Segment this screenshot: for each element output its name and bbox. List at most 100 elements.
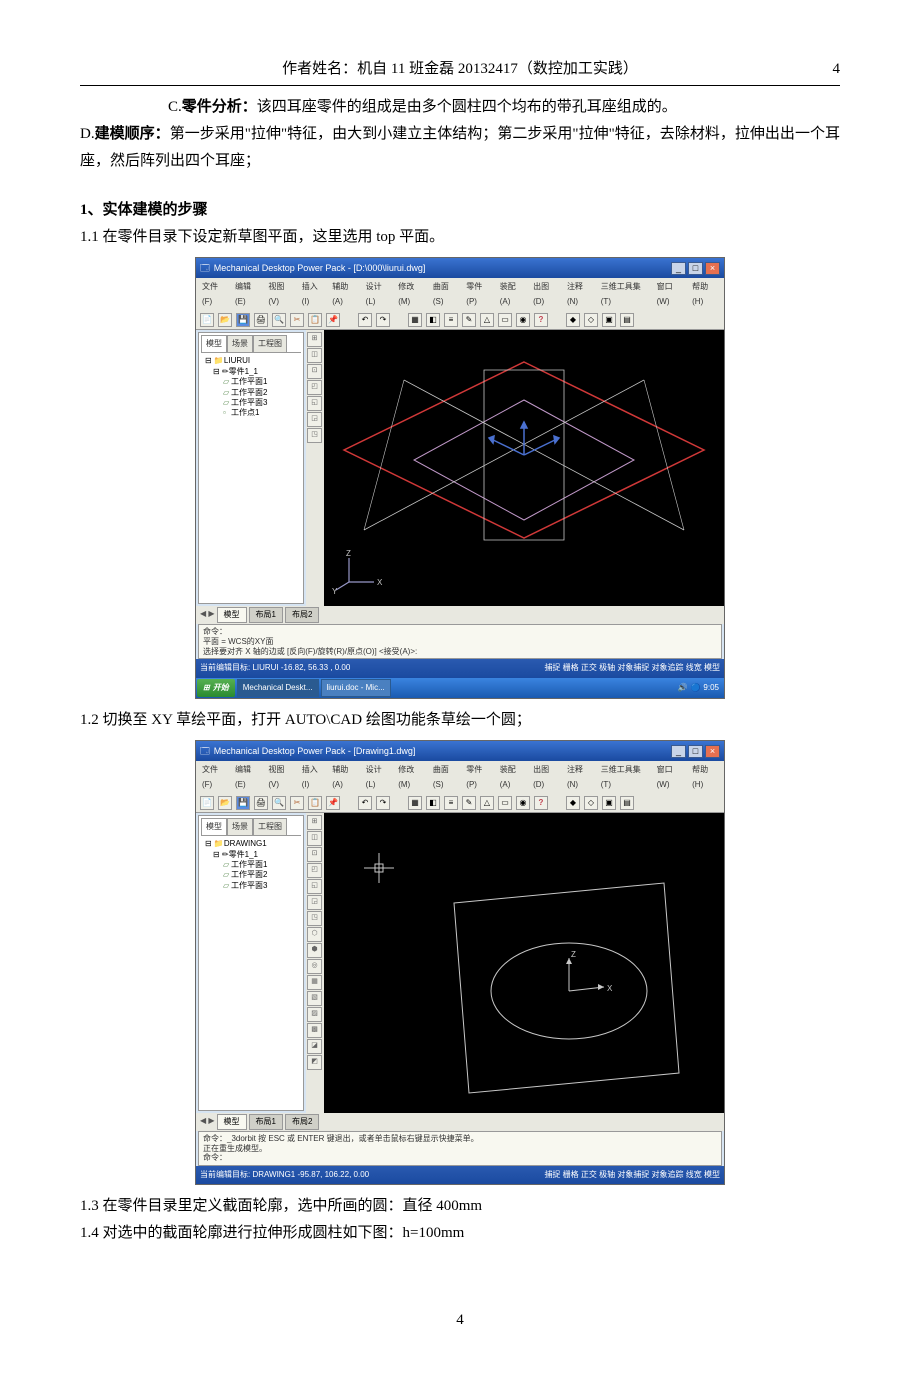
menu-item[interactable]: 修改(M) [398,763,425,792]
preview-icon[interactable]: 🔍 [272,313,286,327]
tool-icon[interactable]: ≡ [444,313,458,327]
vtool-icon[interactable]: ⊡ [307,364,322,379]
redo-icon[interactable]: ↷ [376,313,390,327]
layout-tab[interactable]: 模型 [217,1114,247,1130]
menu-item[interactable]: 出图(D) [533,763,559,792]
print-icon[interactable]: 🖨 [254,313,268,327]
vtool-icon[interactable]: ◫ [307,348,322,363]
paste-icon[interactable]: 📌 [326,796,340,810]
tool-icon[interactable]: ◧ [426,796,440,810]
cut-icon[interactable]: ✂ [290,796,304,810]
tree-leaf[interactable]: ▱工作平面3 [201,881,301,891]
tree-leaf[interactable]: ▱工作平面1 [201,860,301,870]
tool-icon[interactable]: ▦ [408,313,422,327]
tray-icon[interactable]: 🔊 [677,681,687,695]
vtool-icon[interactable]: ▩ [307,1023,322,1038]
layout-tab[interactable]: 布局2 [285,1114,319,1130]
vtool-icon[interactable]: ◱ [307,879,322,894]
vtool-icon[interactable]: ▦ [307,975,322,990]
menu-item[interactable]: 窗口(W) [657,280,685,309]
new-icon[interactable]: 📄 [200,313,214,327]
menu-item[interactable]: 辅助(A) [332,763,357,792]
menu-item[interactable]: 出图(D) [533,280,559,309]
menu-item[interactable]: 装配(A) [500,280,525,309]
layout-tab[interactable]: 布局2 [285,607,319,623]
vtool-icon[interactable]: ⊡ [307,847,322,862]
tool-icon[interactable]: ≡ [444,796,458,810]
status-flags[interactable]: 捕捉 栅格 正交 极轴 对象捕捉 对象追踪 线宽 模型 [544,661,720,675]
tool-icon[interactable]: ▭ [498,313,512,327]
redo-icon[interactable]: ↷ [376,796,390,810]
menu-item[interactable]: 辅助(A) [332,280,357,309]
save-icon[interactable]: 💾 [236,796,250,810]
menu-item[interactable]: 设计(L) [366,763,391,792]
canvas-2[interactable]: X Z [324,813,724,1113]
tool-icon[interactable]: ▣ [602,313,616,327]
tool-icon[interactable]: ▭ [498,796,512,810]
menu-item[interactable]: 注释(N) [567,763,593,792]
vtool-icon[interactable]: ◎ [307,959,322,974]
menu-item[interactable]: 文件(F) [202,280,227,309]
tree-root[interactable]: ⊟ 📁LIURUI [201,356,301,366]
menu-item[interactable]: 文件(F) [202,763,227,792]
open-icon[interactable]: 📂 [218,313,232,327]
tool-icon[interactable]: ✎ [462,796,476,810]
tool-icon[interactable]: ▤ [620,796,634,810]
menu-item[interactable]: 插入(I) [302,763,324,792]
status-flags[interactable]: 捕捉 栅格 正交 极轴 对象捕捉 对象追踪 线宽 模型 [544,1168,720,1182]
paste-icon[interactable]: 📌 [326,313,340,327]
tool-icon[interactable]: ▣ [602,796,616,810]
save-icon[interactable]: 💾 [236,313,250,327]
menu-item[interactable]: 曲面(S) [433,763,458,792]
tool-icon[interactable]: ▦ [408,796,422,810]
preview-icon[interactable]: 🔍 [272,796,286,810]
maximize-button[interactable]: □ [688,745,703,758]
copy-icon[interactable]: 📋 [308,796,322,810]
menu-item[interactable]: 修改(M) [398,280,425,309]
menu-item[interactable]: 窗口(W) [657,763,685,792]
tree-leaf[interactable]: ▱工作平面2 [201,870,301,880]
menu-item[interactable]: 插入(I) [302,280,324,309]
vtool-icon[interactable]: ⬡ [307,927,322,942]
cut-icon[interactable]: ✂ [290,313,304,327]
tool-icon[interactable]: ◧ [426,313,440,327]
menu-item[interactable]: 装配(A) [500,763,525,792]
help-icon[interactable]: ? [534,313,548,327]
tool-icon[interactable]: ▤ [620,313,634,327]
help-icon[interactable]: ? [534,796,548,810]
tree-tab[interactable]: 场景 [227,818,253,835]
new-icon[interactable]: 📄 [200,796,214,810]
layout-tab[interactable]: 布局1 [249,607,283,623]
system-tray[interactable]: 🔊 🔵 9:05 [677,681,723,695]
menu-item[interactable]: 注释(N) [567,280,593,309]
tray-icon[interactable]: 🔵 [690,681,700,695]
vtool-icon[interactable]: ◱ [307,396,322,411]
undo-icon[interactable]: ↶ [358,796,372,810]
vtool-icon[interactable]: ⬢ [307,943,322,958]
menu-item[interactable]: 帮助(H) [692,763,718,792]
open-icon[interactable]: 📂 [218,796,232,810]
print-icon[interactable]: 🖨 [254,796,268,810]
vtool-icon[interactable]: ◳ [307,911,322,926]
layout-tab[interactable]: 模型 [217,607,247,623]
tree-leaf[interactable]: ▱工作平面2 [201,388,301,398]
menu-item[interactable]: 帮助(H) [692,280,718,309]
taskbar-item[interactable]: Mechanical Deskt... [237,679,319,697]
menu-item[interactable]: 三维工具集(T) [601,280,649,309]
tool-icon[interactable]: ◇ [584,796,598,810]
close-button[interactable]: × [705,745,720,758]
menu-item[interactable]: 三维工具集(T) [601,763,649,792]
menu-item[interactable]: 设计(L) [366,280,391,309]
vtool-icon[interactable]: ▨ [307,1007,322,1022]
tree-tab[interactable]: 工程图 [253,335,287,352]
command-line-2[interactable]: 命令：_3dorbit 按 ESC 或 ENTER 键退出，或者单击鼠标右键显示… [198,1131,722,1166]
maximize-button[interactable]: □ [688,262,703,275]
tree-leaf[interactable]: ▫工作点1 [201,408,301,418]
menu-item[interactable]: 编辑(E) [235,280,260,309]
vtool-icon[interactable]: ◫ [307,831,322,846]
vtool-icon[interactable]: ◩ [307,1055,322,1070]
tree-tab[interactable]: 工程图 [253,818,287,835]
minimize-button[interactable]: _ [671,745,686,758]
tree-tab[interactable]: 模型 [201,818,227,835]
vtool-icon[interactable]: ⊞ [307,815,322,830]
